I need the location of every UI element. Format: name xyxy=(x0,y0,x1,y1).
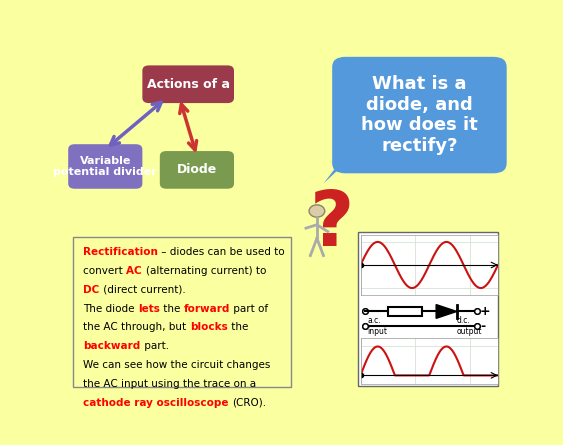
Circle shape xyxy=(309,205,325,217)
Text: part.: part. xyxy=(141,341,169,351)
FancyBboxPatch shape xyxy=(332,57,507,173)
Text: part of: part of xyxy=(230,303,268,314)
Text: Actions of a: Actions of a xyxy=(147,78,230,91)
Text: We can see how the circuit changes: We can see how the circuit changes xyxy=(83,360,271,370)
Text: (CRO).: (CRO). xyxy=(233,398,267,408)
Text: the: the xyxy=(227,322,248,332)
Text: The diode: The diode xyxy=(83,303,138,314)
Text: lets: lets xyxy=(138,303,160,314)
FancyBboxPatch shape xyxy=(358,231,498,386)
Text: backward: backward xyxy=(83,341,141,351)
Text: Rectification: Rectification xyxy=(83,247,158,257)
Text: the: the xyxy=(160,303,184,314)
Text: the AC through, but: the AC through, but xyxy=(83,322,190,332)
Text: Diode: Diode xyxy=(177,163,217,176)
Text: – diodes can be used to: – diodes can be used to xyxy=(158,247,285,257)
Text: (direct current).: (direct current). xyxy=(100,285,185,295)
Text: Variable
potential divider: Variable potential divider xyxy=(53,156,157,177)
Text: DC: DC xyxy=(83,285,100,295)
Text: forward: forward xyxy=(184,303,230,314)
FancyBboxPatch shape xyxy=(73,237,291,388)
Text: cathode ray oscilloscope: cathode ray oscilloscope xyxy=(83,398,233,408)
FancyBboxPatch shape xyxy=(68,144,142,189)
Text: the AC input using the trace on a: the AC input using the trace on a xyxy=(83,379,257,389)
Text: (alternating current) to: (alternating current) to xyxy=(146,266,266,276)
FancyBboxPatch shape xyxy=(160,151,234,189)
FancyBboxPatch shape xyxy=(142,65,234,103)
Polygon shape xyxy=(323,163,345,184)
Text: blocks: blocks xyxy=(190,322,227,332)
Text: convert: convert xyxy=(83,266,127,276)
Text: AC: AC xyxy=(127,266,146,276)
Text: What is a
diode, and
how does it
rectify?: What is a diode, and how does it rectify… xyxy=(361,75,478,155)
Text: ?: ? xyxy=(310,188,354,262)
